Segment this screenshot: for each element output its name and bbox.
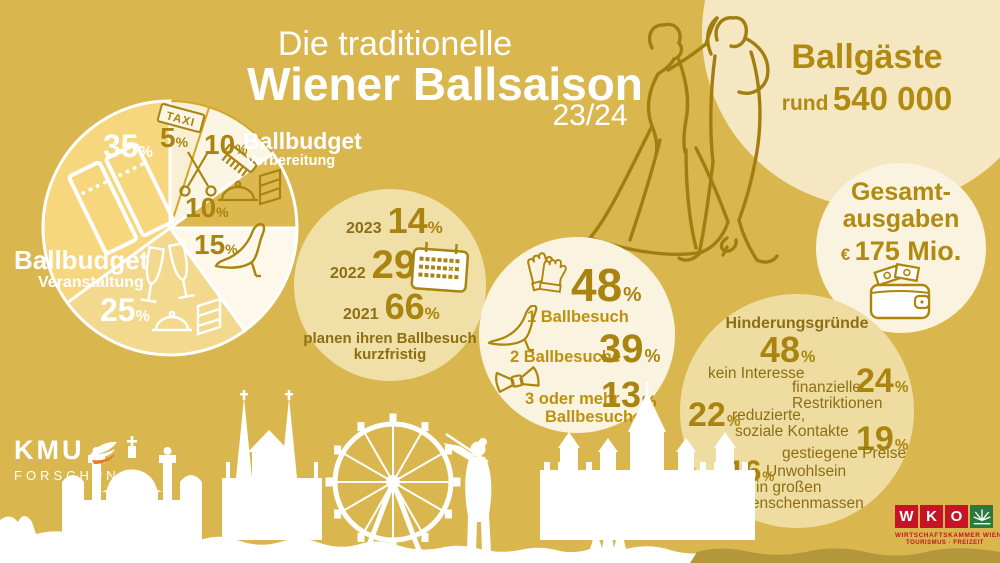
pie-value-champagne: 25% — [100, 292, 150, 328]
ballbesuche-label-3b: Ballbesuche — [545, 408, 643, 426]
kmu-forschung-label: FORSCHUNG — [14, 468, 134, 483]
dancing-couple-illustration — [586, 16, 779, 264]
ballbudget-veranstaltung-label: Ballbudget Veranstaltung — [14, 245, 149, 292]
hinderung-value-3: 22% — [688, 396, 741, 434]
hinderung-label-5c: Menschenmassen — [738, 495, 864, 512]
wko-letter-w: W — [895, 505, 918, 528]
kmu-wordmark: KMU — [14, 435, 85, 465]
hinderung-label-2a: finanzielle — [792, 379, 861, 396]
tickets-icon — [67, 142, 175, 256]
ballbesuche-label-2: 2 Ballbesuche — [510, 348, 621, 366]
wko-subtitle-1: WIRTSCHAFTSKAMMER WIEN — [895, 532, 1000, 539]
ballgaeste-number: 540 000 — [832, 80, 953, 117]
title-season: 23/24 — [552, 99, 628, 132]
hinderungsgruende-circle: Hinderungsgründe 48% kein Interesse fina… — [680, 294, 914, 528]
hinderung-heading: Hinderungsgründe — [725, 315, 869, 332]
ballbesuche-label-3: 3 oder mehr — [525, 390, 620, 408]
title-line-2: Wiener Ballsaison — [247, 58, 643, 110]
kmu-leaf-icon — [89, 441, 117, 464]
high-heel-icon — [214, 222, 266, 278]
pie-slice-heel — [167, 226, 299, 333]
wko-sun-tile — [970, 505, 993, 528]
kurzfristig-caption: planen ihren Ballbesuch kurzfristig — [303, 330, 477, 363]
pie-slice-food — [165, 151, 299, 230]
title-line-1: Die traditionelle — [277, 25, 513, 63]
ballbesuche-circle: 48% 1 Ballbesuch 2 Ballbesuche 39% 3 ode… — [479, 237, 675, 433]
scissors-comb-icon — [179, 143, 258, 197]
ballbesuche-value-1: 48% — [571, 259, 642, 311]
hinderung-label-5a: Unwohlsein — [766, 463, 847, 480]
pie-value-food: 10% — [185, 192, 229, 223]
high-heel-icon — [487, 305, 538, 351]
gesamtausgaben-heading-1: Gesamt- — [850, 178, 952, 206]
wko-letter-o: O — [945, 505, 968, 528]
bow-tie-icon — [495, 366, 540, 393]
grass-band-dark — [690, 548, 1000, 563]
kurzfristig-circle: 2023 14% 2022 29% 2021 66% — [294, 189, 486, 381]
ballgaeste-prefix: rund — [781, 92, 829, 115]
year-row-2023: 2023 14% — [346, 200, 443, 241]
hinderung-label-5b: in großen — [756, 479, 822, 496]
gesamtausgaben-value: € 175 Mio. — [840, 236, 962, 266]
pie-value-styling: 10% — [204, 129, 248, 160]
wko-subtitle-2: TOURISMUS · FREIZEIT — [906, 540, 984, 546]
champagne-food-icon — [140, 241, 222, 336]
ballgaeste-heading: Ballgäste — [791, 38, 943, 76]
grass-band-white — [0, 516, 718, 563]
hinderung-label-2b: Restriktionen — [792, 395, 883, 412]
riesenrad-silhouette — [325, 413, 461, 554]
kmu-forschung-logo: KMU FORSCHUNG — [14, 435, 134, 484]
pie-value-tickets: 35% — [103, 128, 153, 164]
year-row-2021: 2021 66% — [343, 286, 440, 327]
ballbudget-pie-chart: TAXI — [41, 99, 299, 357]
ballbesuche-label-1: 1 Ballbesuch — [527, 308, 629, 326]
ballbesuche-value-3: 13% — [601, 374, 657, 415]
pie-slice-styling — [168, 105, 275, 231]
ballbesuche-value-2: 39% — [599, 327, 661, 371]
hinderung-value-2: 24% — [856, 362, 909, 400]
pie-value-taxi: 5% — [160, 122, 189, 153]
gesamtausgaben-circle: Gesamt- ausgaben € 175 Mio. — [816, 163, 986, 333]
hinderung-value-4: 19% — [856, 420, 909, 458]
wko-logo: W K O WIRTSCHAFTSKAMMER WIEN TOURISMUS ·… — [895, 505, 1000, 546]
ballbudget-vorbereitung-label: Ballbudget Vorbereitung — [243, 128, 362, 170]
wko-sun-icon — [972, 509, 991, 524]
calendar-icon — [410, 241, 470, 293]
hinderung-label-3a: reduzierte, — [732, 407, 806, 424]
hinderung-label-3b: soziale Kontakte — [735, 423, 849, 440]
ballgaeste-value: rund 540 000 — [702, 80, 1000, 117]
violinist-statue-silhouette — [443, 432, 494, 563]
gloves-icon — [524, 250, 568, 294]
wko-letter-k: K — [920, 505, 943, 528]
hinderung-label-4: gestiegene Preise — [782, 445, 907, 462]
wallet-money-icon — [869, 263, 931, 320]
gesamtausgaben-heading-2: ausgaben — [842, 205, 960, 233]
food-cloche-cake-icon — [218, 168, 282, 206]
taxi-sign-icon: TAXI — [156, 103, 206, 133]
pie-value-heel: 15% — [194, 229, 238, 260]
hinderung-label-1: kein Interesse — [708, 365, 805, 382]
pie-slice-champagne — [65, 225, 247, 357]
stephansdom-silhouette — [222, 390, 322, 540]
hinderung-value-1: 48% — [760, 329, 816, 370]
